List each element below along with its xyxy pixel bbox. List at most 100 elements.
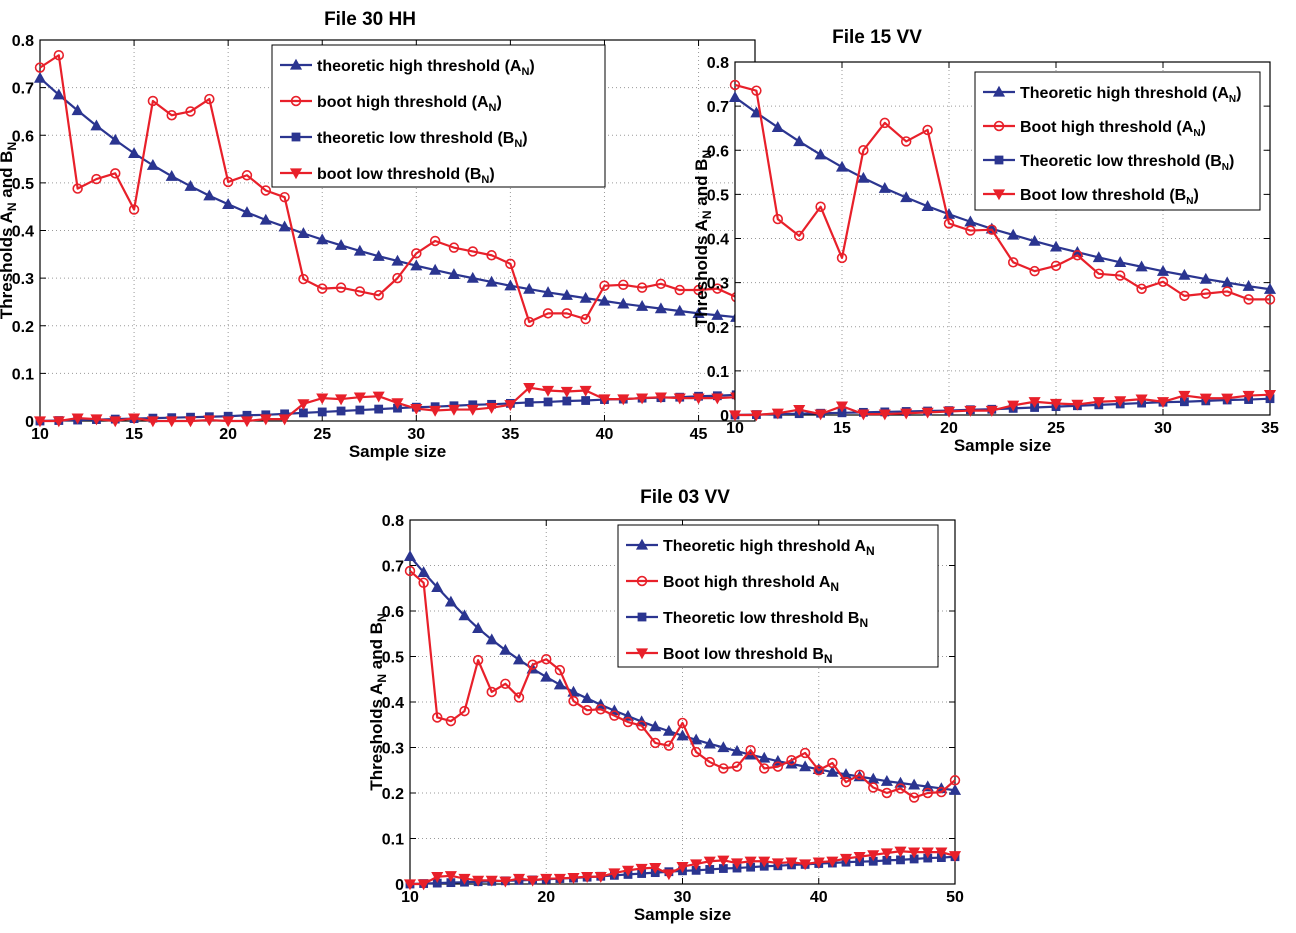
data-point: [878, 409, 891, 421]
data-point: [259, 213, 272, 225]
y-tick-label: 0.8: [12, 33, 34, 50]
data-point: [524, 398, 534, 407]
data-point: [839, 768, 853, 780]
legend: theoretic high threshold (AN) boot high t…: [271, 44, 606, 188]
data-point: [372, 249, 385, 261]
legend-marker: [289, 58, 303, 70]
data-point: [921, 847, 934, 859]
data-point: [278, 220, 291, 232]
data-point: [857, 171, 870, 183]
legend-item: Boot low threshold BN: [626, 646, 833, 666]
data-point: [466, 404, 479, 416]
x-tick-label: 20: [219, 426, 237, 443]
data-point: [964, 405, 977, 417]
y-tick-label: 0.2: [382, 786, 404, 803]
legend-label: theoretic low threshold (BN): [317, 130, 528, 150]
y-tick-label: 0.2: [12, 319, 34, 336]
series-4: [403, 846, 962, 891]
series-2: [729, 79, 1276, 305]
data-point: [1114, 256, 1127, 267]
data-point: [815, 201, 826, 212]
data-point: [580, 313, 591, 325]
data-point: [431, 581, 444, 592]
data-point: [965, 225, 976, 236]
data-point: [908, 792, 920, 803]
data-point: [758, 751, 771, 763]
data-point: [512, 653, 526, 665]
data-point: [526, 875, 539, 887]
data-point: [1178, 268, 1191, 280]
y-tick-label: 0.1: [12, 366, 34, 383]
data-point: [908, 847, 921, 859]
data-point: [731, 761, 743, 772]
data-point: [1221, 286, 1233, 297]
data-point: [505, 258, 516, 270]
data-point: [1093, 268, 1105, 280]
data-point: [472, 622, 485, 633]
data-point: [881, 787, 893, 799]
data-point: [812, 857, 825, 869]
series-line: [409, 570, 956, 799]
data-point: [598, 394, 611, 406]
x-tick-label: 25: [1047, 420, 1065, 437]
data-point: [759, 763, 770, 774]
x-tick-label: 10: [31, 426, 49, 443]
data-point: [33, 416, 47, 428]
data-point: [260, 185, 272, 196]
legend-item: Boot high threshold (AN): [983, 119, 1206, 139]
data-point: [618, 279, 629, 291]
data-point: [617, 297, 630, 309]
data-point: [391, 398, 404, 410]
legend-marker: [289, 168, 303, 180]
data-point: [91, 173, 102, 185]
data-point: [692, 307, 705, 319]
data-point: [445, 715, 457, 727]
data-point: [622, 716, 634, 728]
data-point: [662, 724, 675, 736]
data-point: [771, 858, 784, 870]
data-point: [744, 856, 757, 868]
data-point: [1178, 390, 1191, 402]
data-point: [146, 416, 159, 428]
series-2: [34, 50, 761, 343]
data-point: [711, 393, 724, 405]
x-tick-label: 40: [596, 426, 614, 443]
data-point: [472, 654, 484, 666]
data-point: [541, 286, 555, 298]
data-point: [853, 852, 866, 863]
data-point: [1029, 265, 1040, 277]
x-tick-label: 35: [501, 426, 519, 443]
data-point: [512, 873, 526, 885]
data-point: [799, 747, 811, 759]
data-point: [317, 407, 327, 417]
legend-label: boot low threshold (BN): [317, 166, 495, 186]
data-point: [184, 416, 197, 428]
data-point: [1135, 260, 1148, 272]
data-point: [353, 244, 366, 256]
data-point: [410, 259, 423, 271]
data-point: [1242, 279, 1255, 291]
data-point: [1264, 294, 1276, 305]
legend-label: Boot high threshold AN: [663, 574, 839, 594]
data-point: [527, 659, 538, 670]
data-point: [1156, 397, 1170, 408]
data-point: [1136, 283, 1147, 295]
data-point: [523, 383, 536, 394]
data-point: [662, 869, 675, 881]
data-point: [1092, 397, 1105, 408]
legend-item: Theoretic low threshold BN: [626, 610, 868, 630]
data-point: [72, 183, 83, 194]
y-tick-label: 0.3: [12, 271, 34, 288]
data-point: [147, 95, 159, 107]
data-point: [835, 401, 849, 413]
data-point: [900, 408, 913, 420]
legend-item: boot high threshold (AN): [280, 94, 502, 114]
data-point: [581, 396, 591, 405]
data-point: [674, 284, 685, 296]
data-point: [299, 408, 308, 418]
data-point: [690, 859, 703, 871]
data-point: [504, 279, 517, 291]
data-point: [718, 763, 729, 774]
data-point: [711, 309, 724, 320]
data-point: [609, 710, 620, 721]
